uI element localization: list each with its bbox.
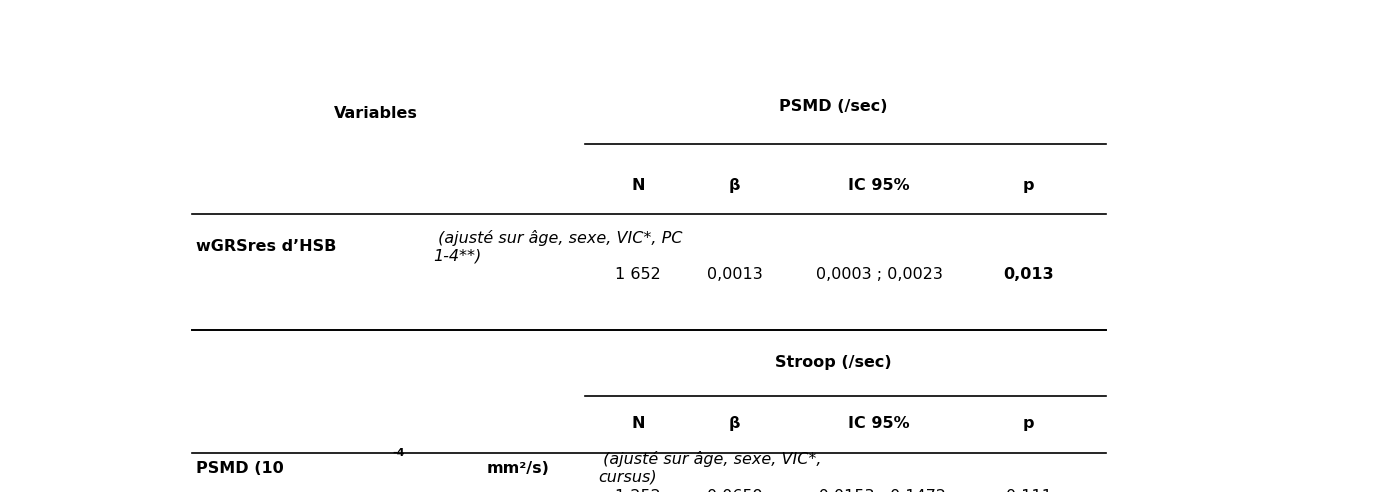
Text: Stroop (/sec): Stroop (/sec) bbox=[775, 355, 892, 369]
Text: 0,0659: 0,0659 bbox=[707, 489, 762, 492]
Text: (ajusté sur âge, sexe, VIC*,
cursus): (ajusté sur âge, sexe, VIC*, cursus) bbox=[598, 452, 822, 485]
Text: 0,111: 0,111 bbox=[1005, 489, 1052, 492]
Text: mm²/s): mm²/s) bbox=[486, 461, 550, 476]
Text: N: N bbox=[631, 416, 645, 431]
Text: -0,0153 ; 0,1472: -0,0153 ; 0,1472 bbox=[812, 489, 946, 492]
Text: -4: -4 bbox=[392, 448, 405, 458]
Text: 0,013: 0,013 bbox=[1004, 268, 1054, 282]
Text: wGRSres d’HSB: wGRSres d’HSB bbox=[196, 239, 337, 254]
Text: 0,0003 ; 0,0023: 0,0003 ; 0,0023 bbox=[816, 268, 942, 282]
Text: PSMD (/sec): PSMD (/sec) bbox=[779, 99, 888, 114]
Text: IC 95%: IC 95% bbox=[848, 179, 910, 193]
Text: β: β bbox=[729, 416, 740, 431]
Text: 1 652: 1 652 bbox=[616, 268, 661, 282]
Text: p: p bbox=[1023, 179, 1034, 193]
Text: Variables: Variables bbox=[334, 106, 418, 122]
Text: p: p bbox=[1023, 416, 1034, 431]
Text: IC 95%: IC 95% bbox=[848, 416, 910, 431]
Text: N: N bbox=[631, 179, 645, 193]
Text: (ajusté sur âge, sexe, VIC*, PC
1-4**): (ajusté sur âge, sexe, VIC*, PC 1-4**) bbox=[434, 230, 682, 263]
Text: 1 252: 1 252 bbox=[616, 489, 661, 492]
Text: 0,0013: 0,0013 bbox=[707, 268, 762, 282]
Text: PSMD (10: PSMD (10 bbox=[196, 461, 284, 476]
Text: β: β bbox=[729, 179, 740, 193]
